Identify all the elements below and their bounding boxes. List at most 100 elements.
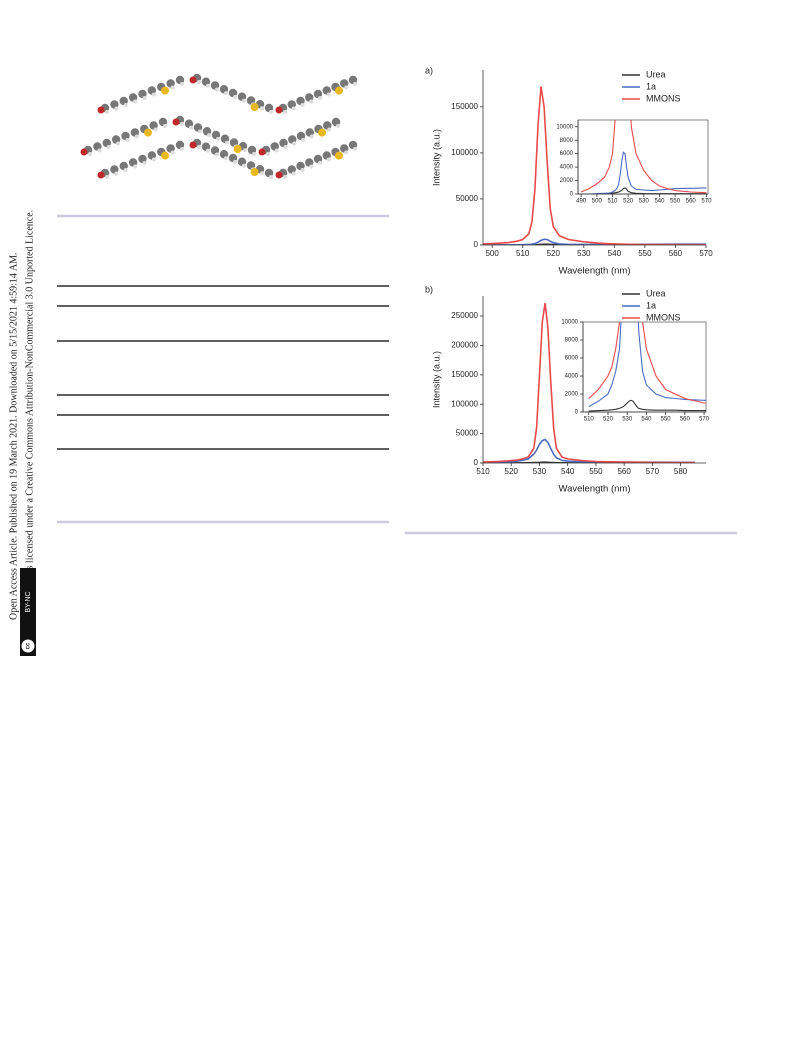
atom <box>133 99 138 104</box>
atom-s <box>250 168 259 176</box>
x-tick-label: 550 <box>589 467 603 476</box>
atom <box>180 122 184 126</box>
atom <box>216 137 220 141</box>
x-tick-label: 560 <box>680 417 691 423</box>
atom <box>233 160 237 164</box>
series-line <box>588 322 706 404</box>
atom <box>353 82 357 86</box>
atom <box>106 145 111 149</box>
y-tick-label: 150000 <box>451 102 478 111</box>
atom <box>224 91 228 96</box>
atom <box>114 106 119 111</box>
atom <box>344 85 349 90</box>
legend-label: 1a <box>646 81 656 91</box>
atom <box>215 87 219 92</box>
atom <box>123 168 128 172</box>
y-tick-label: 10000 <box>556 124 573 130</box>
x-tick-label: 540 <box>561 467 575 476</box>
x-tick-label: 530 <box>622 417 633 423</box>
y-tick-label: 10000 <box>561 320 578 326</box>
x-tick-label: 540 <box>654 199 665 205</box>
x-tick-label: 550 <box>670 199 681 205</box>
legend-label: MMONS <box>646 312 681 322</box>
y-tick-label: 100000 <box>451 399 478 408</box>
series-line <box>483 302 695 463</box>
x-tick-label: 540 <box>608 249 622 258</box>
atom <box>206 83 210 88</box>
x-tick-label: 570 <box>699 249 713 258</box>
inset-plot: 0 2000 4000 6000 8000 10000 510 520 530 540 550 560… <box>561 320 709 423</box>
y-tick-label: 4000 <box>560 165 574 171</box>
atom-o <box>80 148 88 156</box>
atom <box>88 152 92 156</box>
y-tick-label: 200000 <box>451 341 478 350</box>
atom <box>243 148 247 153</box>
series-line <box>483 438 695 463</box>
legend-label: MMONS <box>646 93 681 103</box>
atom <box>318 96 322 100</box>
x-tick-label: 510 <box>476 467 490 476</box>
atom <box>336 124 340 128</box>
panel-label: a) <box>425 65 433 75</box>
license-badge <box>20 568 36 656</box>
inset-plot: 0 2000 4000 6000 8000 10000 490 500 510 520 530 540… <box>556 119 712 205</box>
atom <box>215 152 219 157</box>
x-tick-label: 490 <box>576 199 587 205</box>
atom <box>153 127 158 132</box>
panel-label: b) <box>425 284 433 294</box>
y-axis-label: Intensity (a.u.) <box>431 351 441 408</box>
x-tick-label: 520 <box>547 249 561 258</box>
atom <box>326 92 331 97</box>
atom <box>133 164 138 169</box>
y-tick-label: 8000 <box>560 138 574 144</box>
atom <box>269 110 273 114</box>
atom-o <box>172 118 180 126</box>
x-tick-label: 570 <box>701 199 712 205</box>
rules <box>57 214 737 535</box>
x-tick-label: 510 <box>584 417 595 423</box>
atom <box>326 157 331 162</box>
y-tick-label: 8000 <box>565 338 579 344</box>
atom <box>233 95 237 99</box>
atom <box>353 147 357 151</box>
x-tick-label: 520 <box>505 467 519 476</box>
series-line <box>588 322 706 408</box>
atom <box>318 161 322 165</box>
atom <box>269 175 273 179</box>
y-tick-label: 0 <box>570 192 574 198</box>
badge-text: BY-NC <box>25 591 32 612</box>
atom <box>301 138 305 142</box>
y-axis-label: Intensity (a.u.) <box>431 129 441 186</box>
atom <box>197 80 201 84</box>
atom <box>180 147 184 151</box>
legend-label: Urea <box>646 288 666 298</box>
atom-o <box>275 171 283 179</box>
atom <box>291 106 296 111</box>
atom <box>197 145 201 149</box>
x-tick-label: 560 <box>617 467 631 476</box>
x-tick-label: 510 <box>607 199 618 205</box>
lines <box>588 322 706 412</box>
y-tick-label: 50000 <box>456 194 479 203</box>
y-tick-label: 6000 <box>560 151 574 157</box>
atom <box>344 150 349 155</box>
atom-o <box>275 106 283 114</box>
atom <box>260 106 264 111</box>
atom <box>206 148 210 153</box>
crystal-structure <box>80 73 358 179</box>
x-tick-label: 550 <box>661 417 672 423</box>
sidebar-line: This article is licensed under a Creativ… <box>24 210 35 620</box>
atom <box>97 148 102 153</box>
atom <box>252 152 256 156</box>
atom <box>170 85 175 90</box>
atom-s <box>335 86 343 95</box>
atom-o <box>258 148 266 156</box>
atom-o <box>97 171 105 179</box>
x-tick-label: 540 <box>641 417 652 423</box>
series-line <box>483 86 706 245</box>
atom <box>105 110 109 114</box>
atom <box>180 82 184 86</box>
atom <box>309 164 314 169</box>
x-axis-label: Wavelength (nm) <box>559 484 631 495</box>
